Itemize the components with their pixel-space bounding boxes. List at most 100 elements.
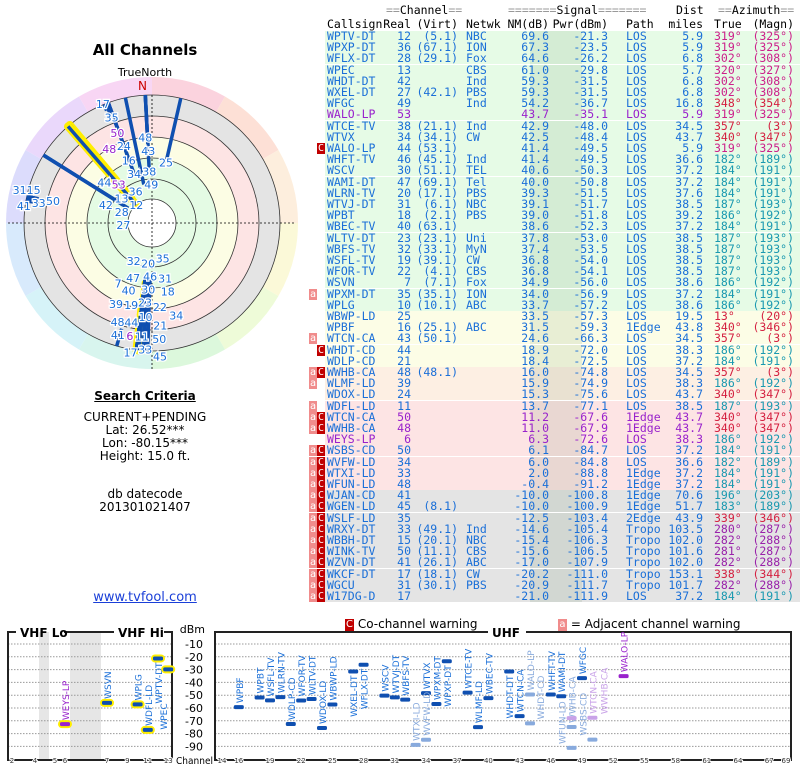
table-row[interactable]: WTCN-CA 43 (50.1) 24.6 -66.3 LOS 34.5 357° (3°) bbox=[325, 331, 800, 346]
callsign[interactable]: WFOR-TV bbox=[327, 264, 376, 279]
table-row[interactable]: WHDT-CD 44 18.9 -72.0 LOS 38.3 186° (192°) bbox=[325, 342, 800, 357]
callsign[interactable]: WTCE-TV bbox=[327, 118, 376, 133]
table-row[interactable]: WPBF 16 (25.1) ABC 31.5 -59.3 1Edge 43.8 340° (34… bbox=[325, 320, 800, 335]
table-row[interactable]: WLRN-TV 20 (17.1) PBS 39.3 -51.5 LOS 37.6 184° (1… bbox=[325, 185, 800, 200]
callsign[interactable]: WBWP-LD bbox=[327, 309, 376, 323]
callsign[interactable]: WBBH-DT bbox=[327, 533, 376, 547]
callsign[interactable]: WPLG bbox=[327, 297, 355, 312]
table-row[interactable]: WVFW-LD 34 6.0 -84.8 LOS 36.6 182° (189°) bbox=[325, 454, 800, 469]
callsign[interactable]: WWHB-CA bbox=[327, 365, 376, 379]
table-row[interactable]: WSCV 30 (51.1) TEL 40.6 -50.3 LOS 37.2 184° (191°… bbox=[325, 163, 800, 178]
callsign[interactable]: WLMF-LD bbox=[327, 376, 376, 391]
table-row[interactable]: WPBT 18 (2.1) PBS 39.0 -51.8 LOS 39.2 186° (192°) bbox=[325, 208, 800, 223]
table-row[interactable]: WGEN-LD 45 (8.1) -10.0 -100.9 1Edge 51.7 183° (1… bbox=[325, 499, 800, 514]
table-row[interactable]: WHDT-DT 42 Ind 59.3 -31.5 LOS 6.8 302° (308°) bbox=[325, 75, 800, 87]
table-row[interactable]: WFGC 49 Ind 54.2 -36.7 LOS 16.8 348° (354°) bbox=[325, 96, 800, 111]
table-row[interactable]: W17DG-D 17 -21.0 -111.9 LOS 37.2 184° (191°) bbox=[325, 589, 800, 603]
table-row[interactable]: WXEL-DT 27 (42.1) PBS 59.3 -31.5 LOS 6.8 302° (30… bbox=[325, 85, 800, 99]
table-row[interactable]: WDLP-CD 21 18.4 -72.5 LOS 37.2 184° (191°) bbox=[325, 353, 800, 368]
callsign[interactable]: WPXM-DT bbox=[327, 286, 376, 301]
callsign[interactable]: WLTV-DT bbox=[327, 230, 376, 245]
table-row[interactable]: WPXP-DT 36 (67.1) ION 67.3 -23.5 LOS 5.9 319° (32… bbox=[325, 40, 800, 55]
callsign[interactable]: WALO-LP bbox=[327, 107, 376, 122]
table-row[interactable]: WGCU 31 (30.1) PBS -20.9 -111.7 Tropo 101.7 282°… bbox=[325, 577, 800, 592]
table-row[interactable]: WSFL-TV 19 (39.1) CW 36.8 -54.0 LOS 38.5 187° (19… bbox=[325, 253, 800, 267]
callsign[interactable]: WTVX bbox=[327, 129, 355, 144]
table-row[interactable]: WFLX-DT 28 (29.1) Fox 64.6 -26.2 LOS 6.8 302° (30… bbox=[325, 51, 800, 66]
callsign[interactable]: WDLP-CD bbox=[327, 353, 376, 368]
callsign[interactable]: WHFT-TV bbox=[327, 152, 376, 167]
table-row[interactable]: WTCE-TV 38 (21.1) Ind 42.9 -48.0 LOS 34.5 357° (3… bbox=[325, 118, 800, 133]
table-row[interactable]: WTVJ-DT 31 (6.1) NBC 39.1 -51.7 LOS 38.5 187° (19… bbox=[325, 197, 800, 211]
callsign[interactable]: WAMI-DT bbox=[327, 174, 376, 189]
callsign[interactable]: WINK-TV bbox=[327, 544, 376, 559]
table-row[interactable]: WWHB-CA 48 (48.1) 16.0 -74.8 LOS 34.5 357° (3°) bbox=[325, 365, 800, 379]
table-row[interactable]: WZVN-DT 41 (26.1) ABC -17.0 -107.9 Tropo 102.0 2… bbox=[325, 555, 800, 570]
table-row[interactable]: WWHB-CA 48 11.0 -67.9 1Edge 43.7 340° (347°) bbox=[325, 421, 800, 435]
table-row[interactable]: WDFL-LD 11 13.7 -77.1 LOS 38.5 187° (193°) bbox=[325, 398, 800, 413]
table-row[interactable]: WBFS-TV 32 (33.1) MyN 37.4 -53.5 LOS 38.5 187° (1… bbox=[325, 241, 800, 256]
callsign[interactable]: WDFL-LD bbox=[327, 398, 376, 413]
table-row[interactable]: WALO-LP 53 43.7 -35.1 LOS 5.9 319° (325°) bbox=[325, 107, 800, 122]
table-row[interactable]: WLMF-LD 39 15.9 -74.9 LOS 38.3 186° (192°) bbox=[325, 376, 800, 391]
table-row[interactable]: WSVN 7 (7.1) Fox 34.9 -56.0 LOS 38.6 186° (192°) bbox=[325, 275, 800, 290]
table-row[interactable]: WPTV-DT 12 (5.1) NBC 69.6 -21.3 LOS 5.9 319° (325… bbox=[325, 29, 800, 43]
table-row[interactable]: WEYS-LP 6 6.3 -72.6 LOS 38.3 186° (192°) bbox=[325, 432, 800, 447]
callsign[interactable]: WGCU bbox=[327, 577, 355, 592]
callsign[interactable]: WKCF-DT bbox=[327, 566, 376, 581]
table-row[interactable]: WSBS-CD 50 6.1 -84.7 LOS 37.2 184° (191°) bbox=[325, 443, 800, 458]
table-row[interactable]: WTCN-CA 50 11.2 -67.6 1Edge 43.7 340° (347°) bbox=[325, 409, 800, 424]
callsign[interactable]: WPEC bbox=[327, 62, 355, 77]
callsign[interactable]: WDOX-LD bbox=[327, 387, 376, 402]
table-row[interactable]: WBWP-LD 25 33.5 -57.3 LOS 19.5 13° (20°) bbox=[325, 309, 800, 323]
callsign[interactable]: WFUN-LD bbox=[327, 477, 376, 491]
callsign[interactable]: WLRN-TV bbox=[327, 185, 376, 200]
callsign[interactable]: WSVN bbox=[327, 275, 355, 290]
callsign[interactable]: WTXI-LD bbox=[327, 465, 376, 480]
tvfool-link[interactable]: www.tvfool.com bbox=[93, 590, 197, 605]
callsign[interactable]: WVFW-LD bbox=[327, 454, 376, 469]
callsign[interactable]: WSFL-TV bbox=[327, 253, 376, 267]
callsign[interactable]: WSCV bbox=[327, 163, 355, 178]
callsign[interactable]: W17DG-D bbox=[327, 589, 376, 603]
table-row[interactable]: WLTV-DT 23 (23.1) Uni 37.8 -53.0 LOS 38.5 187° (1… bbox=[325, 230, 800, 245]
callsign[interactable]: WSLF-LD bbox=[327, 510, 376, 525]
callsign[interactable]: WPTV-DT bbox=[327, 29, 376, 43]
table-row[interactable]: WPLG 10 (10.1) ABC 33.7 -57.2 LOS 38.6 186° (192°… bbox=[325, 297, 800, 312]
callsign[interactable]: WTCN-CA bbox=[327, 331, 376, 346]
table-row[interactable]: WAMI-DT 47 (69.1) Tel 40.0 -50.8 LOS 37.2 184° (1… bbox=[325, 174, 800, 189]
table-row[interactable]: WRXY-DT 33 (49.1) Ind -14.6 -105.4 Tropo 103.5 2… bbox=[325, 521, 800, 536]
callsign[interactable]: WEYS-LP bbox=[327, 432, 376, 447]
callsign[interactable]: WPXP-DT bbox=[327, 40, 376, 55]
callsign[interactable]: WBFS-TV bbox=[327, 241, 376, 256]
callsign[interactable]: WRXY-DT bbox=[327, 521, 376, 536]
table-row[interactable]: WFUN-LD 48 -0.4 -91.2 1Edge 37.2 184° (191°) bbox=[325, 477, 800, 491]
table-row[interactable]: WDOX-LD 24 15.3 -75.6 LOS 43.7 340° (347°) bbox=[325, 387, 800, 402]
callsign[interactable]: WFGC bbox=[327, 96, 355, 111]
callsign[interactable]: WZVN-DT bbox=[327, 555, 376, 570]
callsign[interactable]: WPBT bbox=[327, 208, 355, 223]
callsign[interactable]: WJAN-CD bbox=[327, 488, 376, 503]
callsign[interactable]: WXEL-DT bbox=[327, 85, 376, 99]
callsign[interactable]: WPBF bbox=[327, 320, 355, 335]
table-row[interactable]: WSLF-LD 35 -12.5 -103.4 2Edge 43.9 339° (346°) bbox=[325, 510, 800, 525]
callsign[interactable]: WWHB-CA bbox=[327, 421, 376, 435]
table-row[interactable]: WPXM-DT 35 (35.1) ION 34.0 -56.9 LOS 37.2 184° (1… bbox=[325, 286, 800, 301]
table-row[interactable]: WBBH-DT 15 (20.1) NBC -15.4 -106.3 Tropo 102.0 2… bbox=[325, 533, 800, 547]
table-row[interactable]: WPEC 13 CBS 61.0 -29.8 LOS 5.7 320° (327°) bbox=[325, 62, 800, 77]
callsign[interactable]: WALO-LP bbox=[327, 141, 376, 155]
callsign[interactable]: WBEC-TV bbox=[327, 219, 376, 234]
callsign[interactable]: WSBS-CD bbox=[327, 443, 376, 458]
table-row[interactable]: WALO-LP 44 (53.1) 41.4 -49.5 LOS 5.9 319° (325°) bbox=[325, 141, 800, 155]
table-row[interactable]: WFOR-TV 22 (4.1) CBS 36.8 -54.1 LOS 38.5 187° (19… bbox=[325, 264, 800, 279]
callsign[interactable]: WFLX-DT bbox=[327, 51, 376, 66]
callsign[interactable]: WHDT-CD bbox=[327, 342, 376, 357]
table-row[interactable]: WTVX 34 (34.1) CW 42.5 -48.4 LOS 43.7 340° (347°) bbox=[325, 129, 800, 144]
table-row[interactable]: WINK-TV 50 (11.1) CBS -15.6 -106.5 Tropo 101.6 2… bbox=[325, 544, 800, 559]
callsign[interactable]: WTCN-CA bbox=[327, 409, 376, 424]
table-row[interactable]: WKCF-DT 17 (18.1) CW -20.2 -111.0 Tropo 153.1 33… bbox=[325, 566, 800, 581]
table-row[interactable]: WJAN-CD 41 -10.0 -100.8 1Edge 70.6 196° (203°) bbox=[325, 488, 800, 503]
callsign[interactable]: WTVJ-DT bbox=[327, 197, 376, 211]
callsign[interactable]: WGEN-LD bbox=[327, 499, 376, 514]
table-row[interactable]: WTXI-LD 33 2.0 -88.8 1Edge 37.2 184° (191°) bbox=[325, 465, 800, 480]
